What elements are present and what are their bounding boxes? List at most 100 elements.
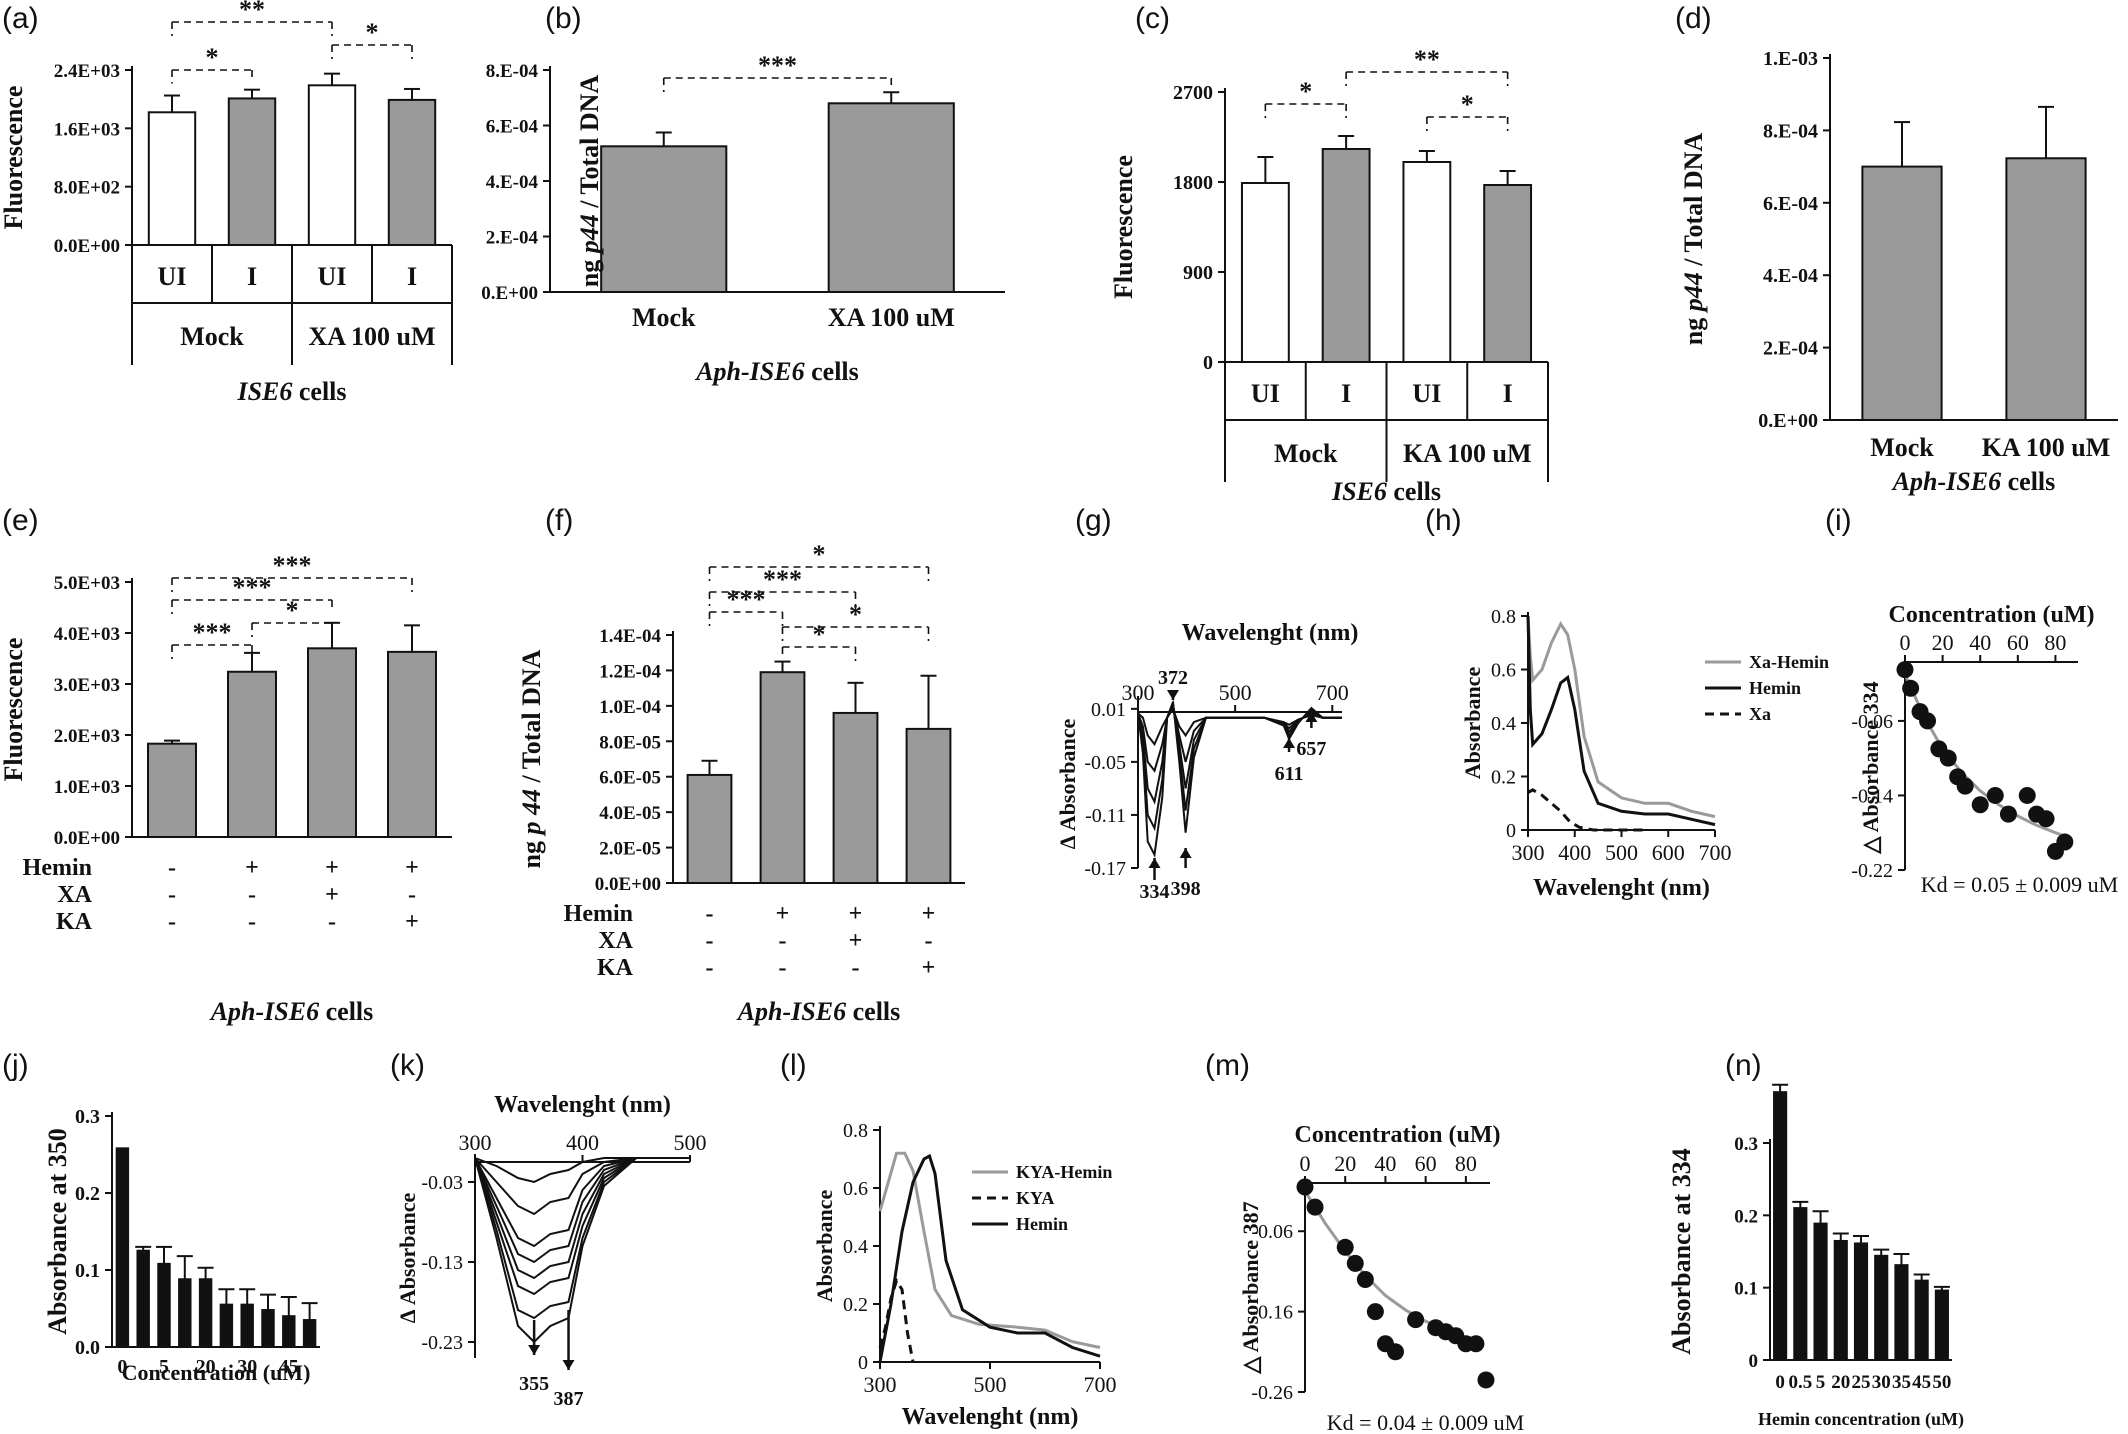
x-tick-label: I xyxy=(1341,379,1351,408)
y-tick-label: 6.E-04 xyxy=(1763,193,1818,215)
peak-label: 372 xyxy=(1158,667,1188,689)
legend-label: Xa xyxy=(1749,704,1771,724)
treatment-mark: - xyxy=(779,955,787,981)
x-tick-label: UI xyxy=(318,262,347,291)
y-tick-label: 4.0E-05 xyxy=(599,803,661,824)
significance-stars: * xyxy=(813,620,826,649)
x-tick-label: Mock xyxy=(1870,433,1934,462)
x-tick-label: 500 xyxy=(1605,840,1638,865)
y-tick-label: 2.4E+03 xyxy=(54,61,120,82)
x-tick-label: 20 xyxy=(196,1356,216,1378)
treatment-mark: + xyxy=(325,855,339,881)
x-tick-label: 35 xyxy=(1892,1372,1911,1393)
bar xyxy=(147,742,197,838)
x-tick-label: Mock xyxy=(632,303,696,332)
y-axis-label: △ Absorbance 334 xyxy=(1858,681,1883,854)
series-line xyxy=(878,1151,1101,1349)
y-tick-label: -0.22 xyxy=(1851,860,1893,882)
bar xyxy=(198,1278,213,1348)
treatment-mark: - xyxy=(706,901,714,927)
y-tick-label: 2.E-04 xyxy=(1763,338,1818,360)
y-axis-label: Fluorescence xyxy=(1109,155,1138,299)
y-axis-label-gene: p 44 xyxy=(517,789,546,837)
arrow-head xyxy=(1148,858,1161,868)
treatment-mark: + xyxy=(922,901,936,927)
y-tick-label: 2.E-04 xyxy=(486,228,539,249)
y-axis-label-suffix: / Total DNA xyxy=(1679,133,1708,273)
significance-stars: * xyxy=(1299,77,1312,106)
y-axis-label: Absorbance xyxy=(1460,667,1485,780)
x-tick-label: 80 xyxy=(2044,630,2066,655)
bar xyxy=(387,98,437,247)
data-point xyxy=(1306,1198,1324,1216)
y-tick-label: 2.0E-05 xyxy=(599,839,661,860)
x-tick-label: 700 xyxy=(1316,680,1349,705)
bar xyxy=(219,1303,234,1349)
panel-label-m: (m) xyxy=(1205,1049,1250,1082)
bar xyxy=(1240,182,1290,363)
data-point xyxy=(1366,1303,1384,1321)
y-tick-label: 4.E-04 xyxy=(1763,265,1818,287)
data-point xyxy=(1477,1371,1495,1389)
x-axis-label-suffix: cells xyxy=(1387,477,1441,506)
series-line xyxy=(1526,615,1716,819)
bar xyxy=(227,670,277,839)
y-tick-label: 1.4E-04 xyxy=(599,626,661,647)
x-axis-label: Wavelenght (nm) xyxy=(494,1092,671,1118)
y-axis-label: Absorbance at 334 xyxy=(1667,1148,1696,1355)
peak-label: 387 xyxy=(554,1388,584,1410)
y-tick-label: 0.3 xyxy=(75,1106,100,1128)
significance-stars: ** xyxy=(1414,45,1440,74)
x-tick-label: 700 xyxy=(1699,840,1732,865)
chart-h: 300 400 500 600 700 0 0.2 0.4 0.6 0.8 Xa-Hemin Hemi… xyxy=(1460,606,1829,901)
treatment-mark: - xyxy=(706,928,714,954)
y-tick-label: 1.E-03 xyxy=(1763,48,1818,70)
treatment-label: XA xyxy=(598,928,633,954)
panel-label-l: (l) xyxy=(780,1049,807,1082)
y-tick-label: 2.0E+03 xyxy=(54,726,120,747)
y-tick-label: 0.4 xyxy=(843,1236,868,1258)
x-tick-label: 700 xyxy=(1084,1372,1117,1397)
treatment-mark: - xyxy=(168,855,176,881)
panel-label-c: (c) xyxy=(1135,2,1170,35)
treatment-mark: - xyxy=(248,909,256,935)
x-axis-label-cells: Aph-ISE6 xyxy=(209,997,319,1026)
treatment-mark: - xyxy=(168,909,176,935)
group-label: Mock xyxy=(180,322,244,351)
bar xyxy=(240,1303,254,1349)
treatment-mark: - xyxy=(408,882,416,908)
arrow-head xyxy=(1305,712,1318,722)
x-tick-label: UI xyxy=(1412,379,1441,408)
series-line xyxy=(474,1157,690,1216)
x-axis-label: Concentration (uM) xyxy=(1295,1122,1501,1148)
series-line xyxy=(474,1157,690,1184)
x-tick-label: 0 xyxy=(1300,1151,1311,1176)
y-tick-label: 4.0E+03 xyxy=(54,624,120,645)
x-axis-label: Aph-ISE6 cells xyxy=(694,357,859,386)
significance-stars: *** xyxy=(273,551,312,580)
x-tick-label: 20 xyxy=(1334,1151,1356,1176)
peak-label: 657 xyxy=(1296,738,1326,760)
x-tick-label: 0 xyxy=(1775,1372,1785,1393)
group-label: XA 100 uM xyxy=(308,322,435,351)
y-axis-label: Absorbance xyxy=(812,1190,837,1303)
panel-label-g: (g) xyxy=(1075,504,1112,537)
panel-label-i: (i) xyxy=(1825,504,1852,537)
x-tick-label: 20 xyxy=(1831,1372,1850,1393)
bar xyxy=(1934,1289,1949,1362)
chart-j: 0.0 0.1 0.2 0.3 0 5 20 30 45 Absorbance at 350 Con… xyxy=(43,1106,320,1385)
x-tick-label: 40 xyxy=(1969,630,1991,655)
bar xyxy=(1874,1254,1889,1361)
x-tick-label: XA 100 uM xyxy=(828,303,955,332)
arrow-head xyxy=(1179,848,1192,858)
x-axis-label: Aph-ISE6 cells xyxy=(1891,467,2056,496)
x-axis-label: Concentration (uM) xyxy=(122,1360,311,1385)
significance-stars: *** xyxy=(727,585,766,614)
arrow-head xyxy=(562,1360,575,1370)
treatment-mark: - xyxy=(925,928,933,954)
x-tick-label: 45 xyxy=(279,1356,299,1378)
peak-label: 398 xyxy=(1171,878,1201,900)
y-axis-label-prefix: ng xyxy=(575,253,604,287)
x-axis-label: Hemin concentration (uM) xyxy=(1758,1409,1964,1430)
